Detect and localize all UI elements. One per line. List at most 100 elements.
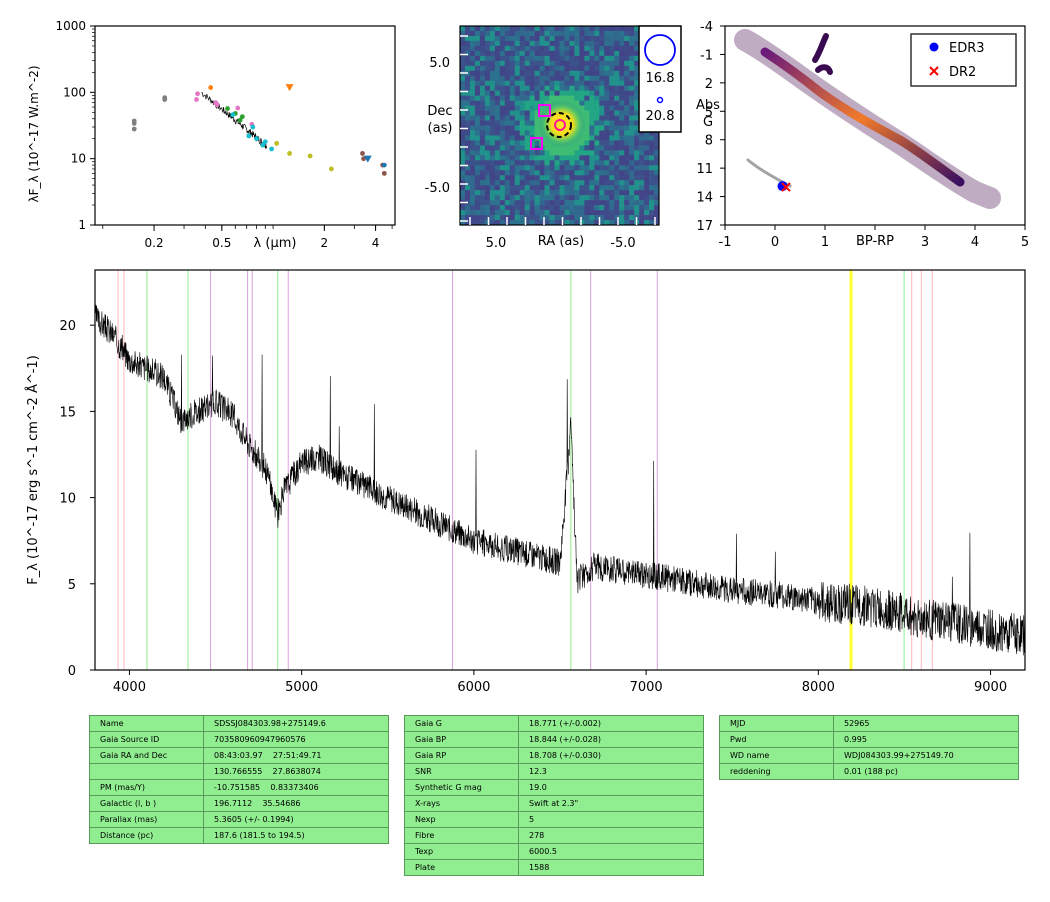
- image-pixel: [499, 40, 506, 47]
- image-pixel: [504, 200, 511, 206]
- info-value: 196.7112 35.54686: [203, 795, 389, 812]
- image-pixel: [524, 120, 530, 126]
- image-pixel: [494, 85, 501, 91]
- image-pixel: [504, 70, 511, 77]
- image-pixel: [569, 85, 575, 91]
- image-pixel: [634, 210, 640, 216]
- image-pixel: [544, 75, 550, 82]
- image-pixel: [544, 50, 550, 57]
- image-pixel: [469, 45, 476, 52]
- image-pixel: [469, 105, 476, 111]
- image-pixel: [544, 40, 550, 47]
- image-pixel: [614, 70, 620, 77]
- sed-point: [361, 156, 366, 162]
- info-key: Distance (pc): [89, 827, 204, 844]
- image-pixel: [604, 165, 610, 171]
- image-pixel: [614, 210, 620, 216]
- image-pixel: [504, 170, 511, 176]
- image-pixel: [654, 180, 660, 186]
- image-pixel: [474, 210, 481, 216]
- image-pixel: [484, 70, 491, 77]
- image-pixel: [544, 45, 550, 52]
- image-pixel: [639, 160, 645, 166]
- image-pixel: [494, 40, 501, 47]
- image-pixel: [574, 215, 580, 221]
- image-pixel: [514, 110, 520, 116]
- image-pixel: [484, 65, 491, 72]
- info-key: SNR: [404, 763, 519, 780]
- image-pixel: [599, 160, 605, 166]
- image-pixel: [539, 30, 545, 37]
- image-pixel: [464, 130, 471, 136]
- image-pixel: [524, 50, 530, 57]
- image-pixel: [529, 220, 535, 226]
- image-pixel: [564, 30, 570, 37]
- image-pixels: [460, 26, 660, 226]
- image-pixel: [519, 190, 525, 196]
- image-pixel: [564, 180, 570, 186]
- image-pixel: [594, 215, 600, 221]
- image-pixel: [589, 30, 595, 37]
- image-pixel: [644, 220, 650, 226]
- image-pixel: [609, 90, 615, 96]
- sed-point: [246, 133, 252, 139]
- info-table-observation: MJD 52965 Pwd 0.995 WD name WDJ084303.99+2751…: [719, 715, 1019, 780]
- image-pixel: [619, 170, 625, 176]
- image-pixel: [474, 180, 481, 186]
- image-pixel: [469, 155, 476, 161]
- image-pixel: [584, 185, 590, 191]
- image-pixel: [509, 185, 516, 191]
- image-pixel: [539, 45, 545, 52]
- info-table-photometry: Gaia G 18.771 (+/-0.002) Gaia BP 18.844 (+/…: [404, 715, 704, 876]
- image-pixel: [564, 40, 570, 47]
- image-pixel: [609, 160, 615, 166]
- image-pixel: [479, 180, 486, 186]
- sed-ytick-label: 10: [71, 152, 86, 166]
- image-pixel: [594, 130, 600, 136]
- image-pixel: [589, 215, 595, 221]
- image-pixel: [589, 205, 595, 211]
- image-pixel: [499, 190, 506, 196]
- image-pixel: [599, 45, 605, 52]
- image-pixel: [554, 80, 560, 86]
- image-pixel: [524, 40, 530, 47]
- image-pixel: [479, 210, 486, 216]
- image-pixel: [654, 145, 660, 151]
- image-pixel: [559, 185, 565, 191]
- image-pixel: [599, 165, 605, 171]
- hr-xtick-label: 5: [1021, 235, 1029, 250]
- image-pixel: [544, 200, 550, 206]
- info-value: -10.751585 0.83373406: [203, 779, 389, 796]
- image-pixel: [609, 175, 615, 181]
- info-key: Synthetic G mag: [404, 779, 519, 796]
- image-pixel: [489, 170, 496, 176]
- image-pixel: [604, 130, 610, 136]
- image-pixel: [494, 125, 501, 131]
- image-pixel: [574, 85, 580, 91]
- image-pixel: [564, 90, 570, 96]
- image-pixel: [479, 165, 486, 171]
- image-pixel: [614, 60, 620, 67]
- sed-point: [262, 139, 268, 145]
- image-pixel: [619, 145, 625, 151]
- info-value: 0.995: [833, 731, 1019, 748]
- image-pixel: [534, 180, 540, 186]
- image-pixel: [634, 75, 640, 82]
- image-pixel: [499, 145, 506, 151]
- image-pixel: [504, 65, 511, 72]
- image-pixel: [594, 40, 600, 47]
- image-pixel: [604, 95, 610, 101]
- image-pixel: [614, 55, 620, 62]
- image-pixel: [534, 26, 540, 32]
- image-pixel: [464, 115, 471, 121]
- image-pixel: [564, 26, 570, 32]
- image-pixel: [584, 150, 590, 156]
- image-pixel: [564, 85, 570, 91]
- image-pixel: [479, 95, 486, 101]
- image-pixel: [529, 26, 535, 32]
- image-pixel: [634, 110, 640, 116]
- image-pixel: [604, 65, 610, 72]
- image-pixel: [464, 55, 471, 62]
- info-value: 1588: [518, 859, 704, 876]
- image-pixel: [460, 150, 466, 156]
